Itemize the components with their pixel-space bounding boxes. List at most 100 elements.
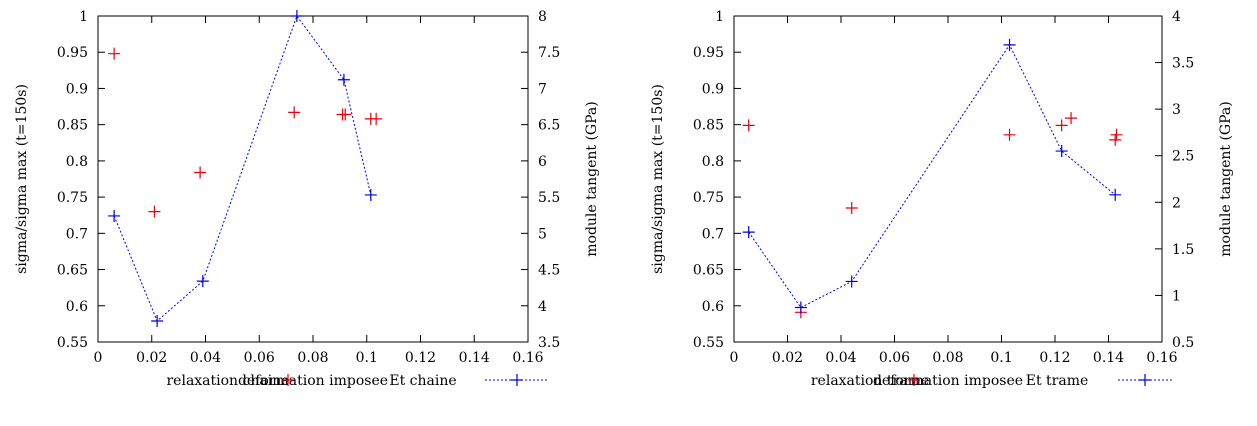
y-tick-label: 0.7 <box>66 226 88 242</box>
data-point <box>290 10 303 22</box>
legend-marker <box>908 374 920 386</box>
legend-marker <box>1139 374 1151 386</box>
data-point <box>794 301 807 314</box>
x-tick-label: 0.06 <box>879 350 910 366</box>
y-tick-label: 0.65 <box>57 263 88 279</box>
y2-tick-label: 2 <box>1172 195 1181 211</box>
x-axis-label: deformation imposee <box>238 373 388 389</box>
y-tick-label: 0.55 <box>693 335 724 351</box>
legend-marker <box>282 374 294 386</box>
y2-tick-label: 5.5 <box>538 190 560 206</box>
y2-tick-label: 0.5 <box>1172 335 1194 351</box>
y-tick-label: 0.85 <box>57 118 88 134</box>
x-tick-label: 0.02 <box>136 350 167 366</box>
data-point <box>742 119 755 132</box>
y2-tick-label: 4 <box>538 299 547 315</box>
data-point <box>1065 112 1078 125</box>
x-tick-label: 0 <box>94 350 103 366</box>
y-tick-label: 1 <box>79 9 88 25</box>
x-tick-label: 0.02 <box>772 350 803 366</box>
y2-tick-label: 8 <box>538 9 547 25</box>
data-point <box>148 205 161 218</box>
x-tick-label: 0.04 <box>825 350 856 366</box>
data-point <box>1055 119 1068 132</box>
legend-label: Et trame <box>1026 373 1089 389</box>
y2-tick-label: 3.5 <box>538 335 560 351</box>
y-tick-label: 0.55 <box>57 335 88 351</box>
y-tick-label: 0.9 <box>702 81 724 97</box>
data-point <box>108 209 121 222</box>
data-point <box>339 108 352 121</box>
x-tick-label: 0.08 <box>932 350 963 366</box>
y-tick-label: 0.75 <box>693 190 724 206</box>
y-tick-label: 0.6 <box>66 299 88 315</box>
legend-label: relaxation chaine <box>166 373 289 389</box>
y2-tick-label: 5 <box>538 226 547 242</box>
data-point <box>196 275 209 288</box>
y-tick-label: 0.65 <box>693 263 724 279</box>
y-axis-label: sigma/sigma max (t=150s) <box>14 84 30 274</box>
y2-tick-label: 3 <box>1172 102 1181 118</box>
data-point <box>288 106 301 119</box>
x-tick-label: 0.12 <box>1039 350 1070 366</box>
data-point <box>1109 188 1122 201</box>
y2-tick-label: 4.5 <box>538 263 560 279</box>
legend-marker <box>511 374 523 386</box>
data-point <box>1003 128 1016 141</box>
data-point <box>1109 133 1122 146</box>
chart-2: 0 0.02 0.04 0.06 0.08 0.1 0.12 0.14 0.16 0.55 0.6 0… <box>650 9 1234 389</box>
y-tick-label: 0.8 <box>702 154 724 170</box>
y-tick-label: 0.7 <box>702 226 724 242</box>
y2-axis-label: module tangent (GPa) <box>584 101 600 256</box>
y-tick-label: 0.8 <box>66 154 88 170</box>
y2-tick-label: 3.5 <box>1172 56 1194 72</box>
data-point <box>1003 38 1016 51</box>
legend-label: Et chaine <box>389 373 456 389</box>
y2-tick-label: 1.5 <box>1172 242 1194 258</box>
x-tick-label: 0.06 <box>244 350 275 366</box>
data-point <box>108 47 121 60</box>
y-tick-label: 0.75 <box>57 190 88 206</box>
data-point <box>337 73 350 86</box>
data-point <box>1055 145 1068 158</box>
data-point <box>1110 128 1123 141</box>
x-tick-label: 0.1 <box>356 350 378 366</box>
x-tick-label: 0.08 <box>297 350 328 366</box>
x-tick-label: 0.12 <box>405 350 436 366</box>
y2-tick-label: 7 <box>538 81 547 97</box>
plot-frame <box>97 15 529 343</box>
x-tick-label: 0.14 <box>1093 350 1124 366</box>
y-tick-label: 0.85 <box>693 118 724 134</box>
data-point <box>364 188 377 201</box>
x-tick-label: 0.16 <box>1146 350 1177 366</box>
y2-tick-label: 4 <box>1172 9 1181 25</box>
y-tick-label: 1 <box>715 9 724 25</box>
x-axis-label: deformation imposee <box>873 373 1023 389</box>
data-point <box>845 275 858 288</box>
data-point <box>194 166 207 179</box>
y2-axis-label: module tangent (GPa) <box>1218 101 1234 256</box>
x-tick-label: 0.1 <box>990 350 1012 366</box>
x-tick-label: 0.14 <box>459 350 490 366</box>
plot-frame <box>733 15 1163 343</box>
x-tick-label: 0.16 <box>512 350 543 366</box>
data-point <box>742 226 755 239</box>
chart-1: 0 0.02 0.04 0.06 0.08 0.1 0.12 0.14 0.16 0.55 0.6 0… <box>14 9 600 389</box>
y-axis-label: sigma/sigma max (t=150s) <box>650 84 666 274</box>
y-tick-label: 0.95 <box>57 45 88 61</box>
data-point <box>151 314 164 327</box>
legend-label: relaxation trame <box>811 373 929 389</box>
x-tick-label: 0.04 <box>190 350 221 366</box>
y2-tick-label: 6 <box>538 154 547 170</box>
y2-tick-label: 7.5 <box>538 45 560 61</box>
y2-tick-label: 1 <box>1172 288 1181 304</box>
data-point <box>370 112 383 125</box>
x-tick-label: 0 <box>730 350 739 366</box>
series-line <box>113 14 372 322</box>
y-tick-label: 0.6 <box>702 299 724 315</box>
y2-tick-label: 2.5 <box>1172 149 1194 165</box>
series-line <box>748 43 1116 309</box>
y-tick-label: 0.95 <box>693 45 724 61</box>
y-tick-label: 0.9 <box>66 81 88 97</box>
